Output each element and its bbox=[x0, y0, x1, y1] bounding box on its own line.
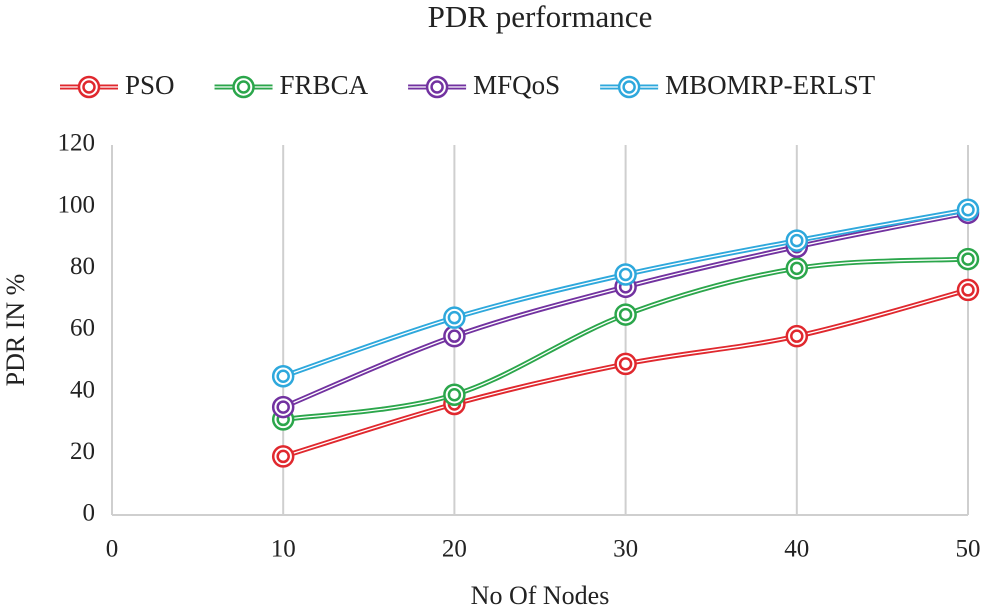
x-tick-label: 10 bbox=[271, 536, 296, 563]
marker bbox=[77, 75, 101, 99]
marker bbox=[614, 263, 637, 286]
legend-label: MFQoS bbox=[473, 70, 560, 100]
marker bbox=[785, 229, 809, 252]
marker-outer bbox=[271, 445, 295, 468]
y-axis-label: PDR IN % bbox=[1, 274, 30, 387]
marker bbox=[617, 75, 641, 99]
marker-inner bbox=[276, 449, 290, 464]
y-tick-label: 0 bbox=[83, 500, 96, 527]
marker bbox=[443, 383, 466, 406]
x-tick-label: 50 bbox=[956, 536, 981, 563]
marker-outer bbox=[956, 278, 980, 302]
marker-outer bbox=[232, 75, 255, 99]
marker-inner bbox=[961, 203, 975, 217]
marker-outer bbox=[443, 306, 466, 329]
y-tick-label: 120 bbox=[58, 130, 96, 157]
marker-inner bbox=[430, 80, 444, 94]
marker bbox=[785, 324, 809, 348]
marker-outer bbox=[271, 395, 295, 419]
marker-outer bbox=[271, 365, 295, 388]
legend-label: FRBCA bbox=[280, 70, 369, 100]
marker bbox=[614, 352, 637, 376]
marker-inner bbox=[236, 80, 251, 94]
marker bbox=[785, 257, 809, 280]
marker-inner bbox=[618, 267, 633, 282]
x-tick-label: 40 bbox=[784, 536, 809, 563]
marker-outer bbox=[77, 75, 101, 99]
marker-outer bbox=[617, 75, 641, 99]
marker bbox=[232, 75, 255, 99]
marker bbox=[271, 365, 295, 388]
x-axis-label: No Of Nodes bbox=[471, 581, 610, 610]
y-tick-label: 80 bbox=[70, 253, 95, 280]
marker-outer bbox=[614, 303, 637, 326]
marker-outer bbox=[443, 324, 466, 348]
marker-inner bbox=[447, 310, 462, 325]
marker-outer bbox=[785, 257, 809, 280]
marker-inner bbox=[82, 80, 96, 94]
marker-outer bbox=[425, 75, 449, 99]
marker-outer bbox=[443, 383, 466, 406]
y-tick-label: 60 bbox=[70, 315, 95, 342]
marker-inner bbox=[790, 233, 804, 248]
marker-inner bbox=[618, 357, 633, 371]
marker-outer bbox=[956, 198, 980, 221]
marker-inner bbox=[276, 369, 290, 383]
y-tick-label: 40 bbox=[70, 376, 95, 403]
marker bbox=[443, 324, 466, 348]
marker-inner bbox=[961, 252, 975, 266]
marker-inner bbox=[618, 307, 633, 322]
marker-outer bbox=[614, 352, 637, 376]
marker-inner bbox=[790, 261, 804, 276]
marker-outer bbox=[956, 247, 980, 271]
marker-inner bbox=[276, 400, 290, 414]
marker bbox=[956, 198, 980, 221]
marker-inner bbox=[961, 283, 975, 297]
marker bbox=[956, 247, 980, 271]
marker-outer bbox=[785, 229, 809, 252]
y-tick-label: 20 bbox=[70, 438, 95, 465]
marker-outer bbox=[614, 263, 637, 286]
x-tick-label: 30 bbox=[613, 536, 638, 563]
marker bbox=[614, 303, 637, 326]
marker-inner bbox=[447, 388, 462, 402]
x-tick-label: 20 bbox=[442, 536, 467, 563]
legend-label: PSO bbox=[125, 70, 175, 100]
marker-inner bbox=[790, 329, 804, 343]
marker-outer bbox=[785, 324, 809, 348]
marker bbox=[443, 306, 466, 329]
chart-title: PDR performance bbox=[428, 0, 653, 34]
marker-inner bbox=[447, 329, 462, 343]
marker bbox=[425, 75, 449, 99]
marker bbox=[956, 278, 980, 302]
x-tick-label: 0 bbox=[106, 536, 119, 563]
marker bbox=[271, 445, 295, 468]
marker bbox=[271, 395, 295, 419]
y-tick-label: 100 bbox=[58, 191, 96, 218]
marker-inner bbox=[622, 80, 636, 94]
legend-label: MBOMRP-ERLST bbox=[665, 70, 876, 100]
